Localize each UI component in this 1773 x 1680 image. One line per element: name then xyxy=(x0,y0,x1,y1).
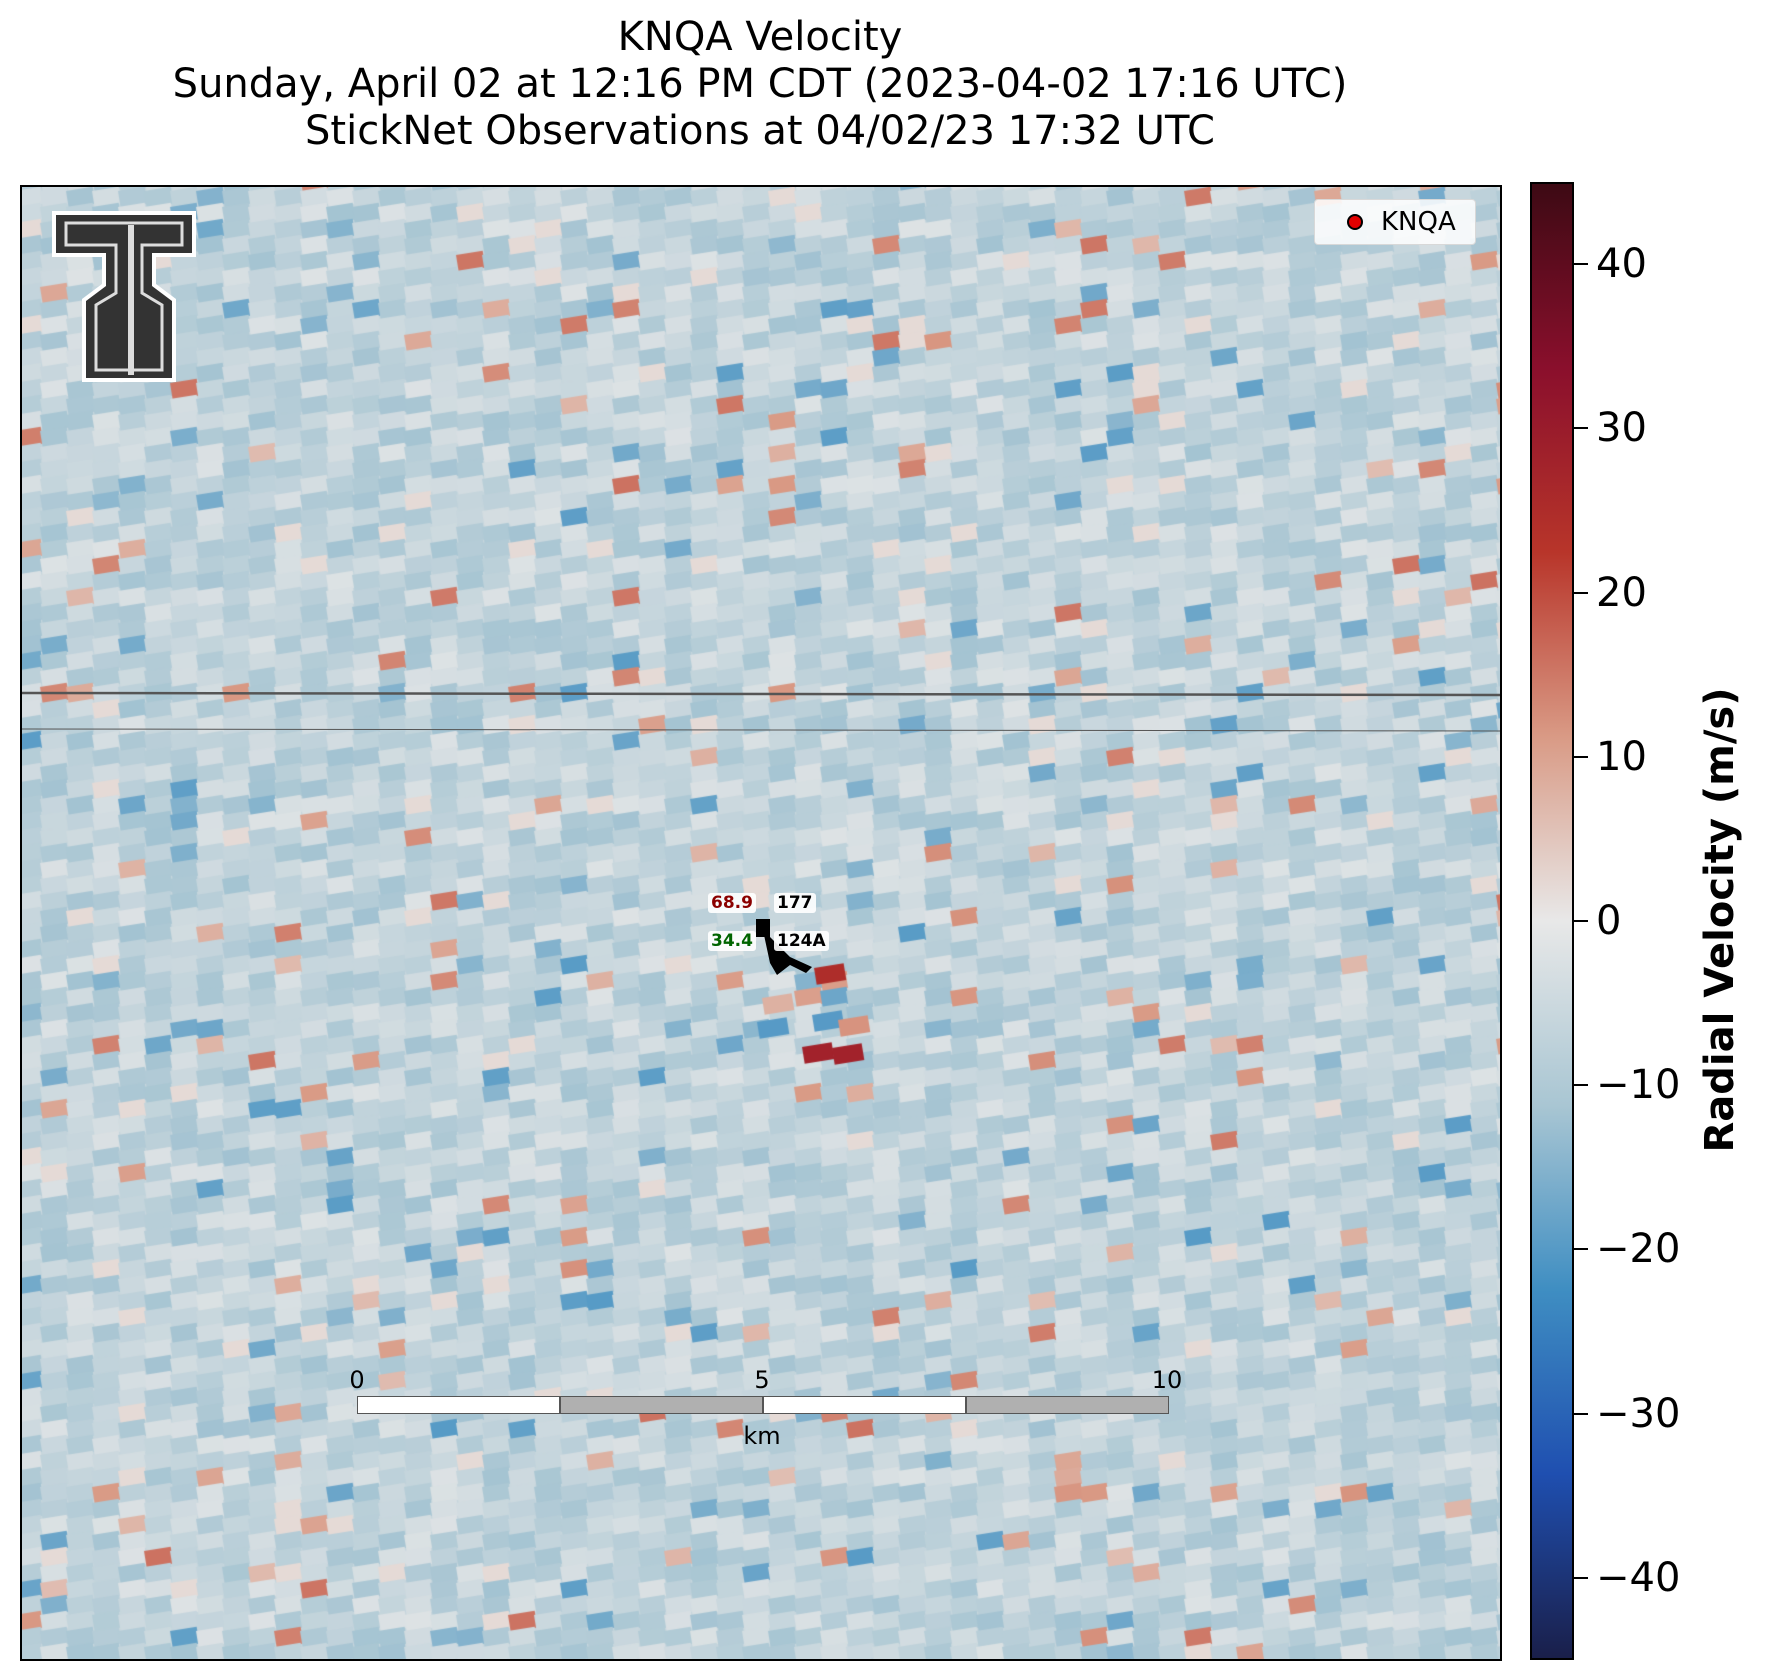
colorbar-tick-label: −20 xyxy=(1596,1226,1681,1273)
scale-bar: 0 5 10 km xyxy=(335,1366,1182,1466)
legend-label: KNQA xyxy=(1381,207,1456,237)
scale-unit: km xyxy=(743,1422,781,1450)
scale-tick-10: 10 xyxy=(1151,1366,1183,1394)
colorbar-tick-label: 40 xyxy=(1596,241,1647,288)
wind-barb-icon xyxy=(762,929,812,975)
scale-segment-2 xyxy=(560,1396,763,1414)
colorbar-tick-mark xyxy=(1574,920,1588,922)
title-line-2: Sunday, April 02 at 12:16 PM CDT (2023-0… xyxy=(172,61,1348,107)
colorbar-tick-mark xyxy=(1574,591,1588,594)
scale-segment-4 xyxy=(966,1396,1169,1414)
texas-tech-logo xyxy=(52,211,196,382)
map-overlays xyxy=(22,691,1500,975)
colorbar-tick-mark xyxy=(1574,427,1588,430)
map-legend: KNQA xyxy=(1314,199,1476,245)
colorbar-tick-mark xyxy=(1574,1412,1588,1415)
county-line-lower xyxy=(22,728,1500,732)
dewpoint-label: 34.4 xyxy=(708,931,756,951)
colorbar-tick-mark xyxy=(1574,1248,1588,1251)
station-marker xyxy=(756,919,770,937)
title-line-1: KNQA Velocity xyxy=(617,14,903,60)
colorbar-tick-mark xyxy=(1574,1576,1588,1579)
colorbar-tick-mark xyxy=(1574,755,1588,758)
colorbar-tick-mark xyxy=(1574,263,1588,266)
colorbar-tick-label: 30 xyxy=(1596,405,1647,452)
station-id-label: 124A xyxy=(774,931,829,951)
colorbar xyxy=(1530,182,1574,1660)
colorbar-title: Radial Velocity (m/s) xyxy=(1697,687,1743,1153)
colorbar-tick-label: 0 xyxy=(1596,898,1622,944)
temperature-label: 68.9 xyxy=(708,893,756,913)
colorbar-tick-mark xyxy=(1574,1084,1588,1087)
title-line-3: StickNet Observations at 04/02/23 17:32 … xyxy=(305,108,1215,154)
pressure-label: 177 xyxy=(774,893,816,913)
knqa-marker-icon xyxy=(1347,214,1363,230)
figure-title: KNQA Velocity Sunday, April 02 at 12:16 … xyxy=(0,14,1520,155)
colorbar-tick-label: −30 xyxy=(1596,1390,1681,1437)
scale-tick-0: 0 xyxy=(349,1366,365,1394)
colorbar-tick-label: −10 xyxy=(1596,1062,1681,1109)
colorbar-tick-label: −40 xyxy=(1596,1554,1681,1601)
scale-segment-1 xyxy=(357,1396,560,1414)
colorbar-tick-label: 20 xyxy=(1596,569,1647,616)
scale-segment-3 xyxy=(763,1396,966,1414)
county-line-upper xyxy=(22,691,1500,697)
scale-tick-5: 5 xyxy=(754,1366,770,1394)
colorbar-tick-label: 10 xyxy=(1596,733,1647,780)
